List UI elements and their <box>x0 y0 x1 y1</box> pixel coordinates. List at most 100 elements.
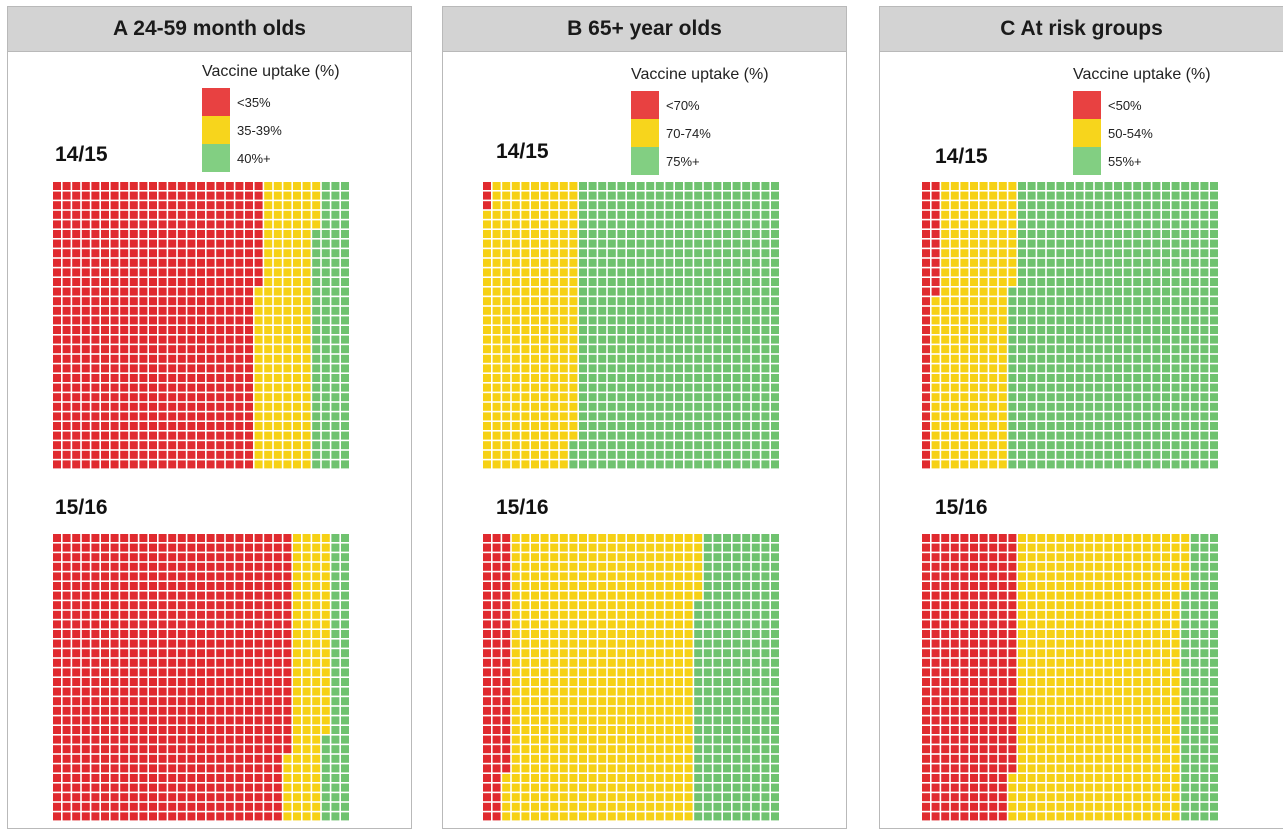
waffle-square-mid <box>483 306 491 315</box>
waffle-square-mid <box>617 812 626 821</box>
waffle-square-low <box>216 582 225 590</box>
waffle-square-high <box>732 431 741 440</box>
waffle-square-mid <box>636 697 645 706</box>
waffle-square-low <box>225 422 234 430</box>
waffle-square-high <box>1066 258 1074 267</box>
waffle-square-high <box>1018 374 1026 382</box>
waffle-square-high <box>1056 354 1065 363</box>
waffle-square-high <box>694 210 703 219</box>
waffle-square-high <box>751 278 760 286</box>
waffle-square-low <box>177 239 186 248</box>
waffle-square-mid <box>283 220 292 229</box>
waffle-square-mid <box>550 393 559 402</box>
waffle-square-mid <box>569 735 578 744</box>
waffle-square-mid <box>273 278 282 286</box>
waffle-square-mid <box>502 412 511 421</box>
waffle-square-high <box>751 678 760 686</box>
waffle-square-low <box>254 562 263 571</box>
waffle-square-low <box>158 393 167 402</box>
waffle-square-low <box>245 258 253 267</box>
waffle-square-low <box>235 572 244 581</box>
waffle-square-low <box>168 735 177 744</box>
waffle-square-mid <box>312 658 321 667</box>
waffle-square-high <box>1037 374 1046 382</box>
waffle-square-mid <box>579 678 587 686</box>
waffle-square-low <box>1008 543 1017 552</box>
waffle-square-high <box>1056 402 1065 411</box>
waffle-square-high <box>341 668 349 677</box>
waffle-square-mid <box>675 610 683 619</box>
waffle-square-high <box>1066 268 1074 277</box>
waffle-square-low <box>120 534 129 542</box>
waffle-square-high <box>579 287 587 296</box>
waffle-square-low <box>72 764 81 773</box>
waffle-square-mid <box>502 393 511 402</box>
waffle-square-high <box>713 591 722 600</box>
waffle-square-high <box>331 412 340 421</box>
waffle-square-low <box>101 706 109 715</box>
waffle-square-mid <box>588 572 597 581</box>
waffle-square-mid <box>665 591 674 600</box>
waffle-square-high <box>321 745 330 754</box>
waffle-square-mid <box>540 543 549 552</box>
waffle-square-mid <box>979 249 988 258</box>
waffle-square-low <box>72 383 81 392</box>
waffle-square-mid <box>264 383 273 392</box>
waffle-square-high <box>713 620 722 629</box>
waffle-square-high <box>1210 364 1218 373</box>
waffle-square-low <box>235 354 244 363</box>
waffle-square-mid <box>617 620 626 629</box>
waffle-square-mid <box>312 706 321 715</box>
waffle-square-low <box>245 620 253 629</box>
waffle-square-low <box>129 572 138 581</box>
waffle-square-low <box>62 441 71 450</box>
waffle-square-mid <box>511 412 520 421</box>
waffle-square-mid <box>283 793 292 802</box>
waffle-square-high <box>771 639 779 648</box>
waffle-square-low <box>931 639 940 648</box>
waffle-square-high <box>771 287 779 296</box>
waffle-square-mid <box>531 460 539 469</box>
waffle-square-high <box>341 297 349 306</box>
waffle-square-high <box>341 793 349 802</box>
waffle-square-low <box>216 562 225 571</box>
waffle-square-high <box>675 364 683 373</box>
waffle-square-high <box>732 335 741 344</box>
waffle-square-mid <box>511 687 520 696</box>
waffle-square-high <box>1075 374 1084 382</box>
waffle-square-mid <box>636 562 645 571</box>
waffle-square-low <box>216 735 225 744</box>
waffle-square-mid <box>283 764 292 773</box>
waffle-square-low <box>492 793 501 802</box>
waffle-square-mid <box>502 422 511 430</box>
waffle-square-mid <box>531 562 539 571</box>
waffle-square-mid <box>511 716 520 725</box>
waffle-square-low <box>168 239 177 248</box>
waffle-square-low <box>110 326 119 334</box>
waffle-square-high <box>1037 354 1046 363</box>
waffle-square-mid <box>979 316 988 325</box>
waffle-square-high <box>1094 460 1103 469</box>
waffle-square-low <box>922 412 930 421</box>
waffle-square-high <box>321 316 330 325</box>
waffle-square-low <box>53 745 61 754</box>
waffle-square-high <box>1171 297 1180 306</box>
waffle-square-mid <box>521 422 530 430</box>
waffle-square-mid <box>293 345 301 354</box>
waffle-square-mid <box>492 450 501 459</box>
waffle-square-low <box>922 658 930 667</box>
waffle-square-mid <box>264 441 273 450</box>
waffle-square-low <box>149 610 157 619</box>
waffle-square-mid <box>1008 258 1017 267</box>
waffle-square-mid <box>646 687 655 696</box>
waffle-square-high <box>723 639 731 648</box>
waffle-square-low <box>149 754 157 763</box>
waffle-square-low <box>245 658 253 667</box>
waffle-square-mid <box>531 591 539 600</box>
waffle-square-mid <box>293 668 301 677</box>
waffle-square-mid <box>550 268 559 277</box>
waffle-square-low <box>72 620 81 629</box>
waffle-square-low <box>149 764 157 773</box>
waffle-square-low <box>53 258 61 267</box>
waffle-square-high <box>321 764 330 773</box>
